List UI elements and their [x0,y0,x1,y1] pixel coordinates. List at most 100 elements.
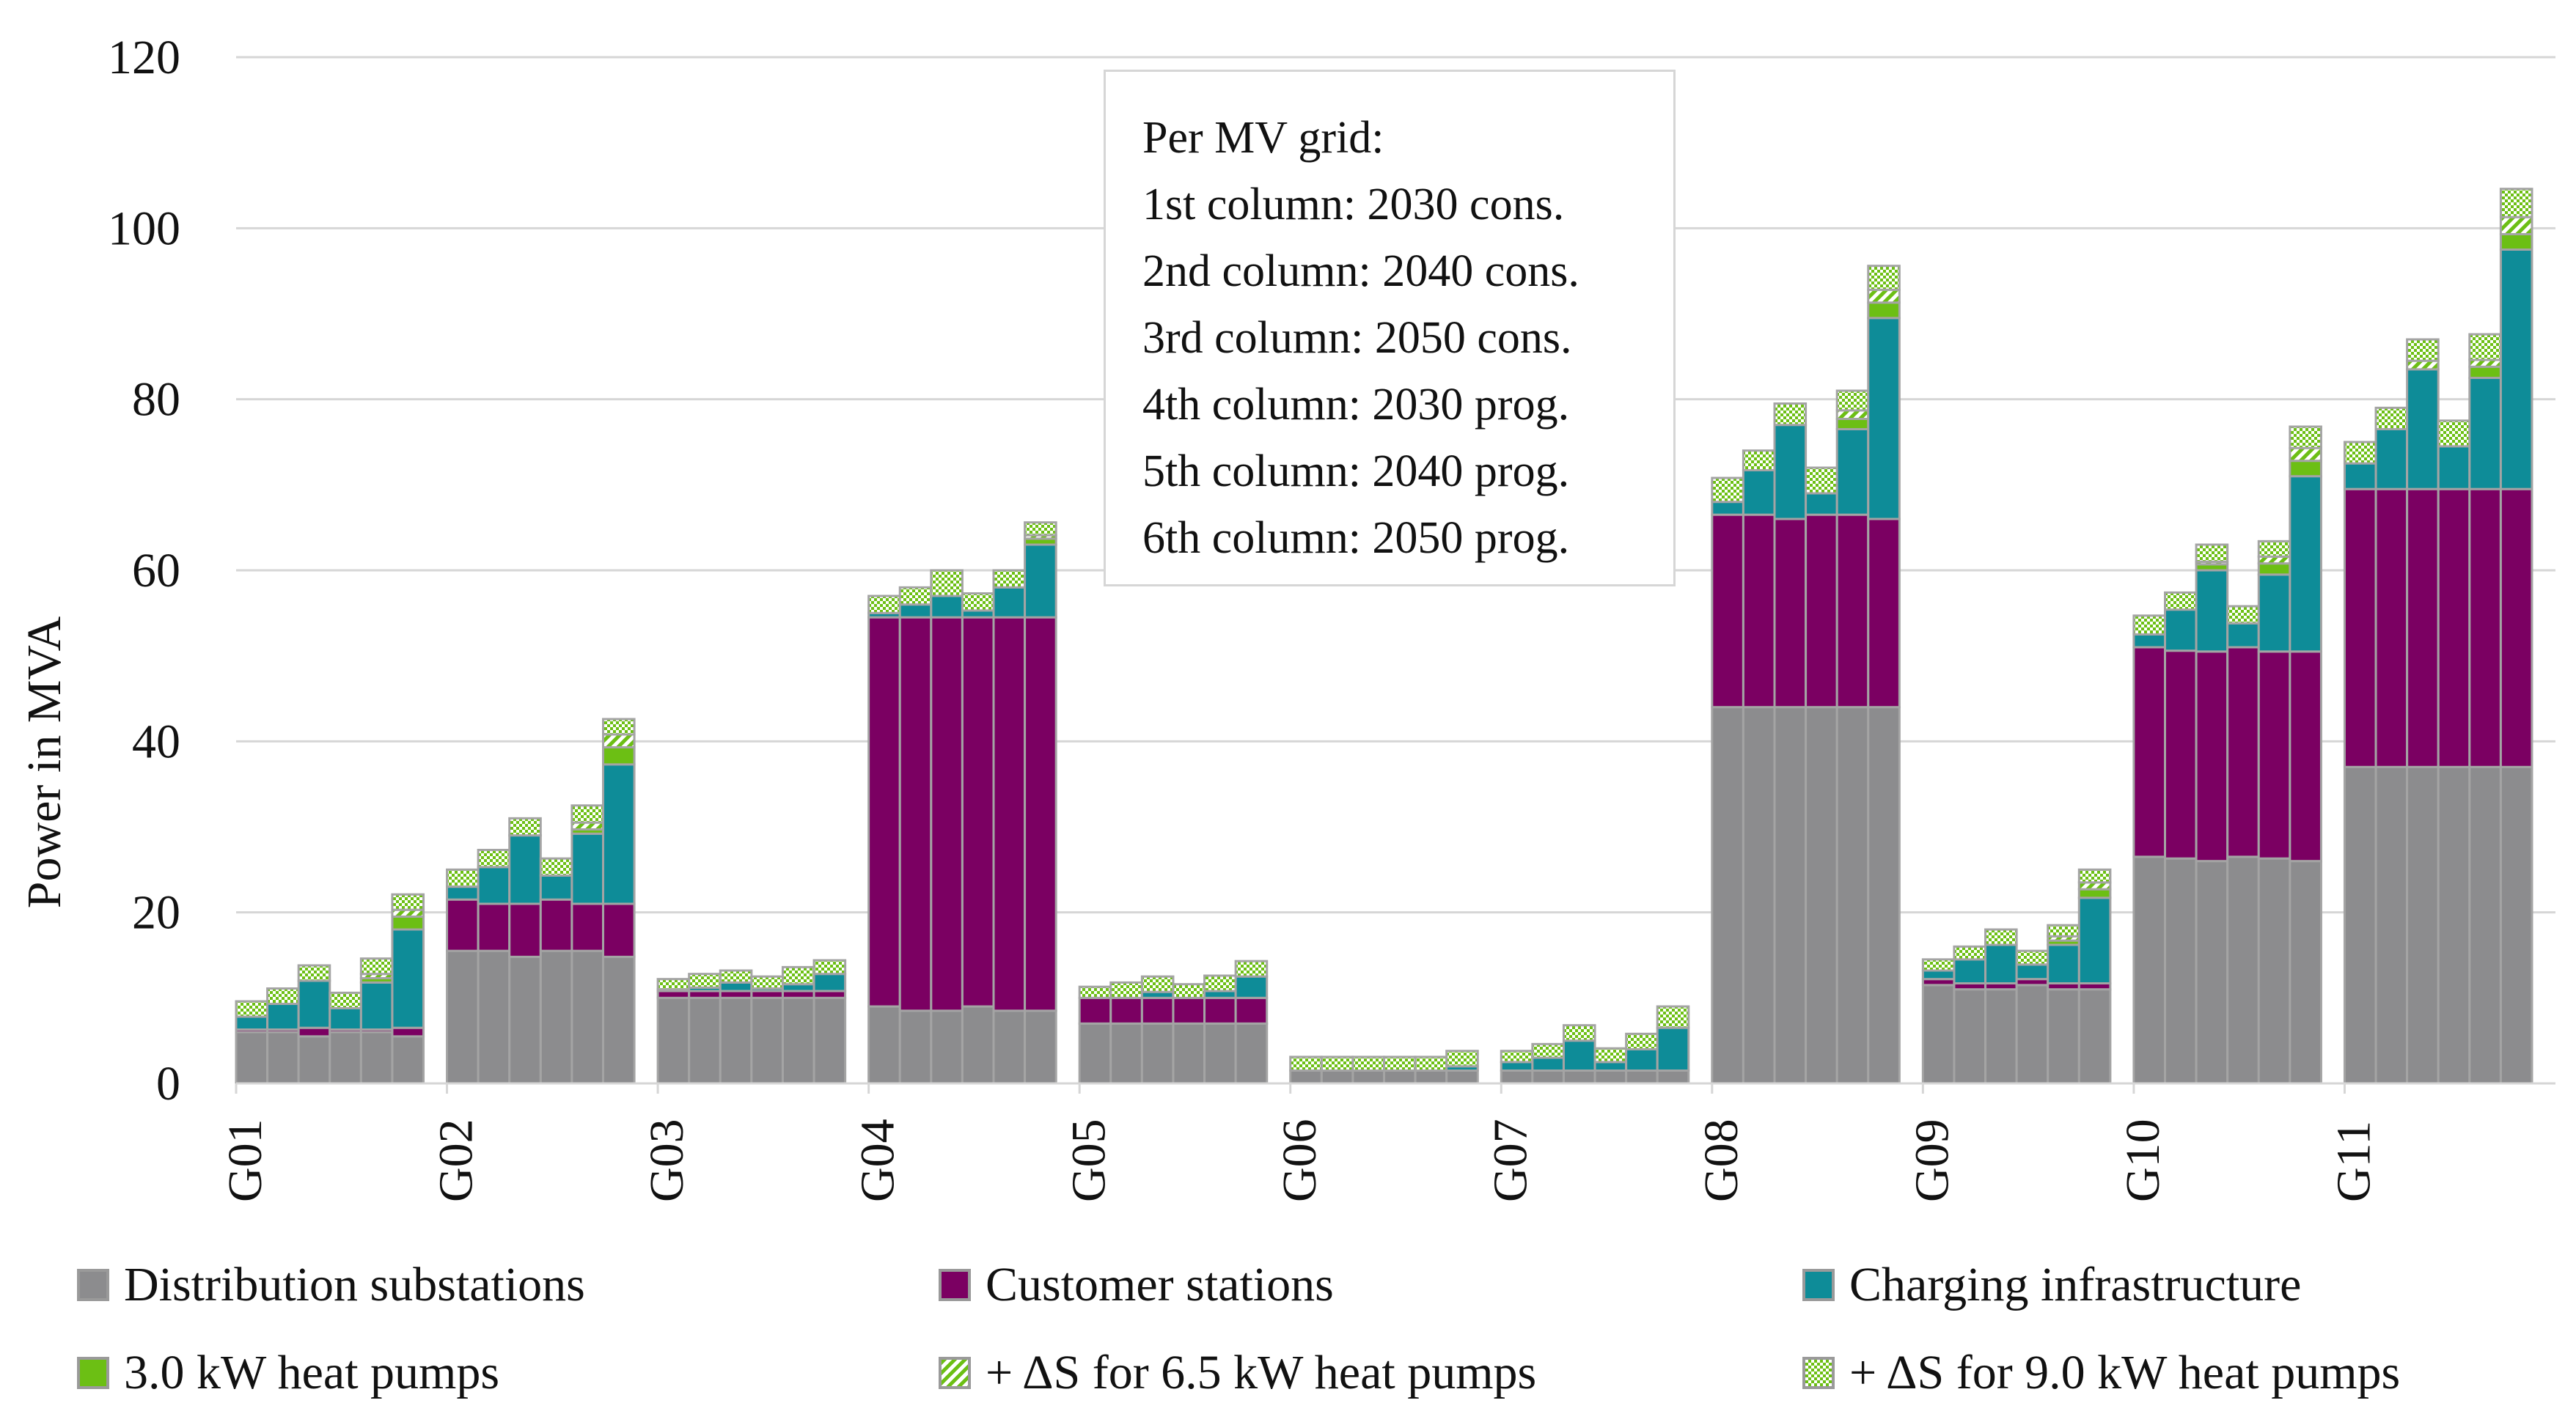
bar-g02-col3-hp9 [508,817,542,837]
bar-g11-col1-hp9 [2343,441,2377,465]
bar-g02-col2-dist [477,949,511,1085]
bar-g08-col5-hp9 [1835,389,1870,412]
bar-g07-col6-dist [1656,1069,1690,1085]
bar-g07-col1-hp9 [1500,1050,1534,1064]
bar-g11-col4-dist [2437,765,2471,1085]
legend-swatch [1802,1269,1835,1301]
bar-g04-col6-dist [1024,1009,1057,1085]
bar-g09-col6-charge [2077,896,2112,985]
bar-g07-col6-charge [1656,1026,1690,1072]
x-tick-label: G05 [1062,1119,1115,1202]
bar-g09-col2-charge [1953,958,1987,985]
y-tick-label: 80 [132,373,180,427]
bar-g09-col2-hp9 [1953,945,1987,961]
bar-g08-col5-hp65 [1835,409,1870,420]
bar-g05-col6-charge [1234,975,1269,999]
bar-g11-col6-hp65 [2499,216,2533,235]
legend-label: 3.0 kW heat pumps [124,1346,500,1399]
bar-g02-col3-charge [508,834,542,905]
bar-g02-col1-charge [446,885,480,901]
bar-g01-col1-dist [235,1031,269,1085]
bar-g01-col6-hp9 [391,893,425,911]
y-tick-label: 120 [108,31,180,84]
bar-g09-col3-hp9 [1984,928,2018,946]
bar-g01-col3-cust [297,1026,331,1038]
bar-g10-col5-hp9 [2257,540,2291,558]
legend-swatch [939,1357,971,1389]
bar-g03-col1-dist [656,996,691,1085]
bar-g03-col4-dist [750,996,784,1085]
bar-g07-col5-hp9 [1625,1032,1659,1050]
bar-g04-col1-hp9 [867,594,901,614]
bar-g06-col6-dist [1445,1069,1479,1085]
bar-g01-col1-charge [235,1015,269,1031]
bar-g09-col6-hp9 [2077,868,2112,884]
bar-g11-col2-cust [2374,487,2409,768]
bar-g02-col1-hp9 [446,868,480,888]
bar-g10-col3-dist [2195,860,2229,1085]
bar-g10-col6-cust [2289,650,2322,863]
bar-g08-col4-hp9 [1805,466,1838,495]
bar-g11-col4-charge [2437,445,2471,490]
bar-g10-col4-hp9 [2226,605,2260,625]
bar-g01-col5-dist [359,1031,394,1085]
bar-g02-col5-hp9 [570,804,605,824]
info-line: 4th column: 2030 prog. [1142,380,1570,430]
bar-g10-col2-dist [2164,857,2198,1085]
bar-g07-col4-hp9 [1593,1047,1628,1064]
x-tick-label: G08 [1695,1119,1748,1202]
bar-g08-col6-charge [1867,317,1901,520]
bar-g11-col1-cust [2343,487,2377,768]
bar-g02-col4-charge [539,874,573,901]
bar-g10-col5-charge [2257,573,2291,653]
bar-g01-col5-hp9 [359,957,394,976]
bar-g07-col1-charge [1500,1061,1534,1072]
legend-item-customer-stations: Customer stations [939,1257,1334,1313]
bar-g11-col1-charge [2343,462,2377,490]
bar-g04-col2-dist [898,1009,933,1085]
x-tick-label: G10 [2116,1119,2170,1202]
bar-g11-col3-charge [2406,368,2440,490]
bar-g10-col3-charge [2195,569,2229,653]
bar-g10-col4-cust [2226,646,2260,858]
bar-g06-col3-dist [1351,1069,1385,1085]
axes: 0 20 40 60 80 100 120 G01 G02 G03 G04 G05 G06 G07 G08 G… [108,31,2555,1202]
legend-item-3kw-heat-pumps: 3.0 kW heat pumps [77,1345,499,1401]
x-tick-label: G02 [430,1119,483,1202]
bar-g03-col2-hp9 [688,973,722,989]
bar-g03-col5-dist [781,996,815,1085]
bar-g04-col2-charge [898,603,933,619]
bar-g11-col5-dist [2468,765,2502,1085]
bar-g06-col3-hp9 [1351,1056,1385,1072]
bar-g11-col5-hp3 [2468,365,2502,380]
bar-g11-col1-dist [2343,765,2377,1085]
bar-g04-col1-dist [867,1005,901,1085]
bar-g08-col6-cust [1867,518,1901,709]
bar-g02-col3-cust [508,902,542,958]
bar-g03-col1-hp9 [656,978,691,991]
bar-g01-col3-hp9 [297,964,331,982]
bar-g02-col2-charge [477,866,511,905]
bar-g10-col2-cust [2164,649,2198,860]
bar-g03-col2-dist [688,996,722,1085]
bar-g01-col4-hp9 [329,991,362,1009]
bar-g04-col3-hp9 [930,569,964,597]
bar-g08-col2-cust [1742,513,1776,709]
bar-g08-col3-dist [1773,706,1808,1085]
bar-g03-col5-hp9 [781,965,815,986]
bar-g05-col3-dist [1140,1022,1175,1085]
bar-g04-col3-charge [930,594,964,619]
bar-g09-col3-dist [1984,988,2018,1085]
bar-g07-col5-dist [1625,1069,1659,1085]
bar-g03-col6-hp9 [812,959,847,976]
bar-g04-col4-dist [961,1005,995,1085]
info-line: 5th column: 2040 prog. [1142,446,1570,496]
x-tick-label: G04 [851,1119,905,1202]
bar-g02-col6-hp65 [602,733,636,748]
stacked-bar-chart: 0 20 40 60 80 100 120 G01 G02 G03 G04 G05 G06 G07 G08 G… [18,31,2555,1202]
y-tick-label: 20 [132,886,180,940]
info-line: 3rd column: 2050 cons. [1142,313,1572,363]
bar-g08-col6-hp65 [1867,288,1901,304]
bar-g04-col6-cust [1024,616,1057,1012]
bar-g04-col5-dist [992,1009,1027,1085]
